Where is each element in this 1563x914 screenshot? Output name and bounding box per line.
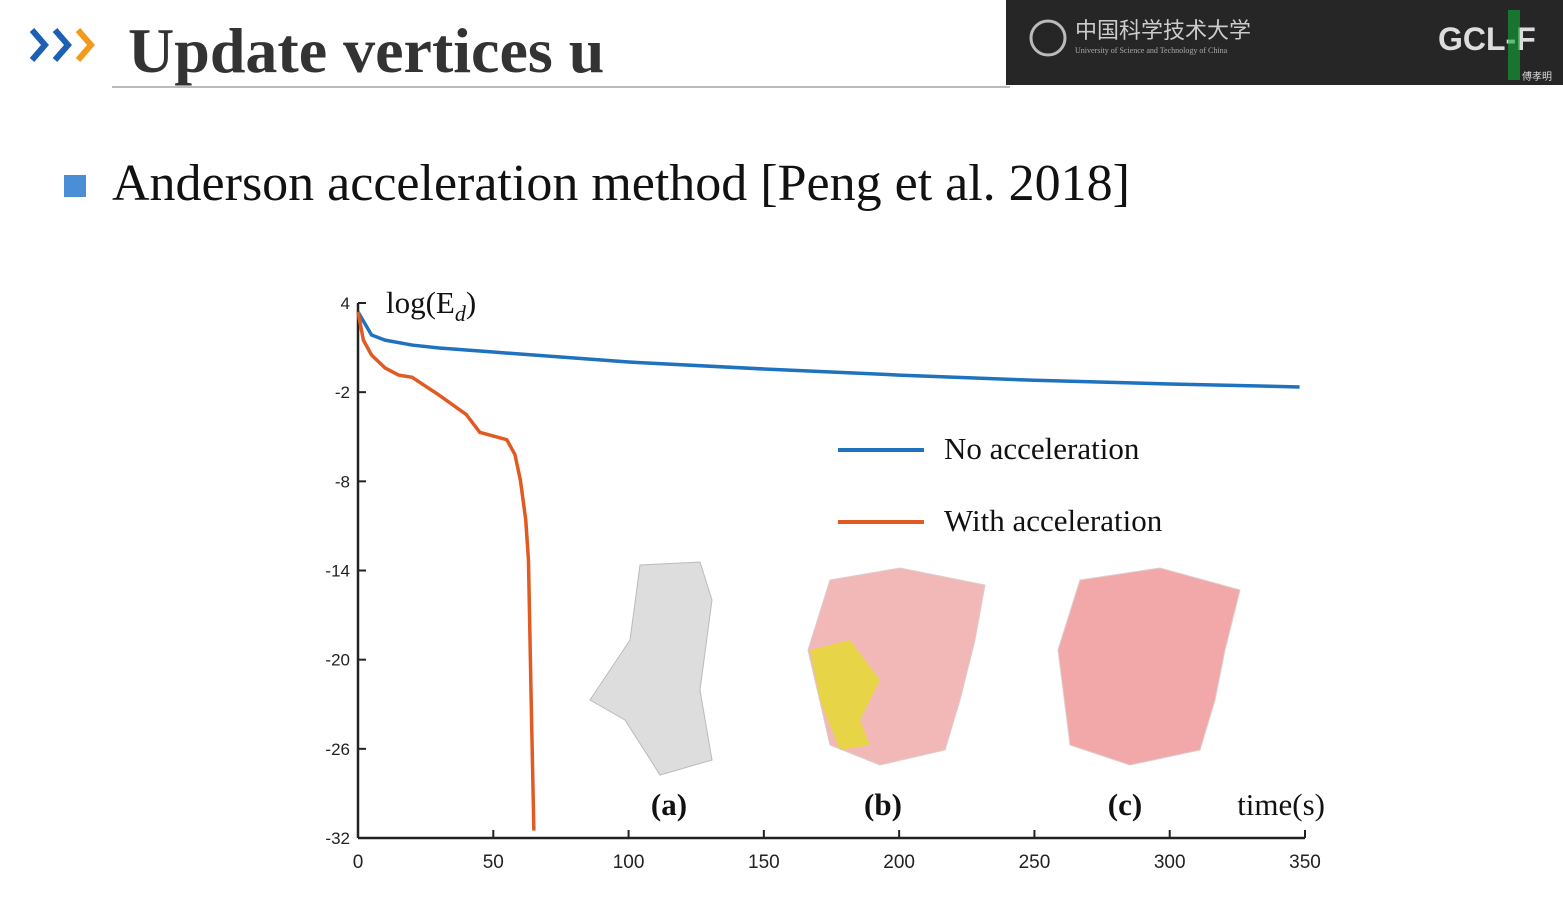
x-tick-label: 250 (1019, 852, 1051, 873)
y-tick-label: -2 (335, 383, 350, 402)
y-label-sub: d (455, 301, 467, 326)
y-tick-label: -26 (325, 740, 350, 759)
x-tick-label: 350 (1289, 852, 1321, 873)
bullet-text: Anderson acceleration method [Peng et al… (112, 155, 1130, 212)
x-tick-label: 300 (1154, 852, 1186, 873)
x-tick-label: 150 (748, 852, 780, 873)
logo-emblem (1029, 19, 1067, 57)
logo-en: University of Science and Technology of … (1075, 46, 1228, 55)
x-tick-label: 50 (483, 852, 504, 873)
mesh-c (1057, 567, 1241, 766)
legend-label: No acceleration (944, 431, 1140, 466)
y-label-close: ) (466, 285, 476, 320)
presenter: 傅孝明 (1522, 70, 1552, 83)
legend-label: With acceleration (944, 503, 1163, 538)
panel-label: (b) (864, 787, 902, 822)
chevrons (29, 28, 95, 62)
meshes (589, 561, 1241, 776)
y-tick-label: -14 (325, 562, 350, 581)
panel-label: (c) (1108, 787, 1142, 822)
mesh-b-highlight (810, 640, 880, 750)
slide-title: Update vertices u (128, 15, 604, 86)
line-series (356, 311, 536, 831)
y-label-main: log(E (386, 285, 455, 320)
bullet-marker (64, 175, 86, 197)
panel-label: (a) (651, 787, 687, 822)
x-tick-label: 200 (883, 852, 915, 873)
y-tick-label: -8 (335, 472, 350, 491)
mesh-a (589, 561, 713, 776)
audio-meter (1508, 10, 1520, 80)
y-axis-label: log(Ed) (386, 285, 476, 326)
x-tick-label: 100 (613, 852, 645, 873)
x-axis-label: time(s) (1237, 787, 1325, 822)
line-series (356, 311, 1300, 389)
y-tick-label: 4 (341, 294, 350, 313)
logo-bar (1006, 0, 1563, 85)
logo-cn: 中国科学技术大学 (1075, 18, 1251, 43)
y-tick-label: -32 (325, 829, 350, 848)
y-tick-label: -20 (325, 651, 350, 670)
chart: 4 -2 -8 -14 -20 -26 -320 50 100 150 200 250 300 350 lo… (325, 285, 1325, 873)
brand: GCL-F (1438, 21, 1536, 57)
x-tick-label: 0 (353, 852, 364, 873)
